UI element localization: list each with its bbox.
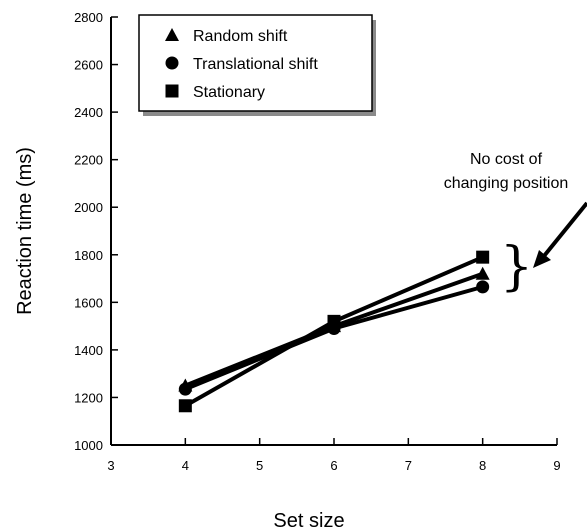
x-axis-title: Set size [273, 510, 344, 531]
legend-label: Translational shift [193, 56, 318, 73]
legend-label: Stationary [193, 84, 265, 101]
y-tick-label: 1400 [74, 343, 103, 358]
y-tick-label: 2800 [74, 10, 103, 25]
data-point-triangle [475, 266, 490, 280]
series-layer [178, 250, 490, 413]
data-point-square [476, 250, 490, 264]
y-tick-label: 2600 [74, 58, 103, 73]
y-axis-title: Reaction time (ms) [14, 147, 36, 315]
series-line-translational-shift [184, 284, 484, 391]
data-point-square [327, 314, 341, 328]
legend-marker-square [165, 84, 179, 98]
legend-label: Random shift [193, 28, 288, 45]
annotation: No cost of changing position } [444, 151, 587, 297]
data-point-square [178, 399, 192, 413]
annotation-line-2: changing position [444, 175, 569, 192]
y-ticks: 1000 1200 1400 1600 1800 2000 2200 2400 2600 2800 [74, 10, 118, 453]
legend-items: Random shift Translational shift Stationar… [165, 28, 318, 101]
legend: Random shift Translational shift Stationar… [138, 14, 376, 116]
x-ticks: 3 4 5 6 7 8 9 [107, 438, 561, 473]
y-tick-label: 2400 [74, 105, 103, 120]
x-tick-label: 6 [330, 458, 337, 473]
annotation-arrow-line [542, 201, 587, 258]
annotation-line-1: No cost of [470, 151, 543, 168]
annotation-bracket: } [500, 237, 533, 297]
x-tick-label: 3 [107, 458, 114, 473]
x-tick-label: 5 [256, 458, 263, 473]
x-tick-label: 7 [405, 458, 412, 473]
y-tick-label: 1200 [74, 390, 103, 405]
y-tick-label: 1800 [74, 248, 103, 263]
x-tick-label: 8 [479, 458, 486, 473]
series-translational-shift [178, 280, 490, 396]
x-tick-label: 9 [553, 458, 560, 473]
data-point-circle [476, 280, 490, 294]
annotation-arrowhead [533, 250, 551, 268]
y-tick-label: 1600 [74, 295, 103, 310]
x-tick-label: 4 [182, 458, 189, 473]
data-point-circle [178, 382, 192, 396]
y-tick-label: 2000 [74, 200, 103, 215]
legend-marker-circle [165, 56, 179, 70]
y-tick-label: 2200 [74, 153, 103, 168]
legend-marker-triangle [165, 28, 179, 41]
y-tick-label: 1000 [74, 438, 103, 453]
series-stationary [178, 250, 490, 413]
